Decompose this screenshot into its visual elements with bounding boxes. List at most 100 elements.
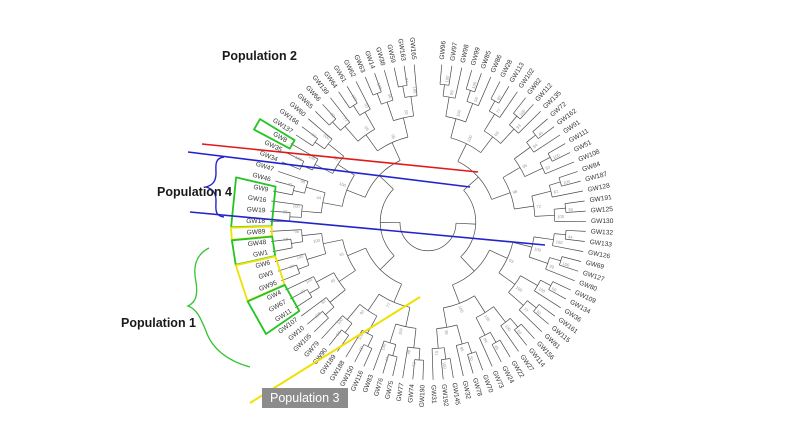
annotation-lines <box>186 143 546 404</box>
blue-line-upper <box>187 151 471 188</box>
taxon-label: GW84 <box>581 161 601 174</box>
population-2-label: Population 2 <box>222 49 297 63</box>
taxon-label: GW59 <box>385 44 396 64</box>
bootstrap-value: 100 <box>557 214 565 219</box>
bootstrap-value: 46 <box>387 93 393 100</box>
bootstrap-value: 77 <box>385 302 392 309</box>
taxon-label: GW19 <box>247 206 266 214</box>
bootstrap-value: 92 <box>535 309 542 316</box>
bootstrap-value: 38 <box>444 329 450 335</box>
bootstrap-value: 72 <box>287 182 293 188</box>
bootstrap-value: 100 <box>305 277 314 285</box>
bootstrap-value: 58 <box>333 155 340 162</box>
taxon-label: GW77 <box>396 382 406 402</box>
bootstrap-value: 58 <box>551 286 558 293</box>
bootstrap-value: 50 <box>403 109 409 115</box>
bootstrap-value: 99 <box>358 345 365 352</box>
bootstrap-value: 99 <box>549 263 556 269</box>
bootstrap-value: 100 <box>442 361 448 369</box>
bootstrap-value: 92 <box>359 308 366 315</box>
taxon-label: GW191 <box>589 194 612 204</box>
bootstrap-value: 69 <box>300 288 307 295</box>
taxon-label: GW125 <box>590 206 613 215</box>
bootstrap-value: 100 <box>563 178 572 185</box>
taxon-label: GW70 <box>481 374 494 394</box>
bootstrap-value: 93 <box>363 102 370 109</box>
taxon-label: GW145 <box>450 382 461 406</box>
bootstrap-value: 50 <box>545 164 552 171</box>
taxon-label: GW165 <box>408 37 417 60</box>
highlight-box <box>246 284 301 335</box>
bootstrap-value: 100 <box>376 82 383 91</box>
bootstrap-value: 100 <box>322 132 331 141</box>
bootstrap-value: 100 <box>504 324 513 333</box>
taxon-label: GW78 <box>471 377 483 397</box>
population-4-label: Population 4 <box>157 185 232 199</box>
bootstrap-value: 98 <box>300 178 306 184</box>
bootstrap-value: 100 <box>293 203 301 209</box>
population-3-badge: Population 3 <box>262 388 348 408</box>
taxon-label: GW96 <box>439 40 448 60</box>
bootstrap-value: 100 <box>336 316 345 325</box>
taxon-label: GW130 <box>591 218 614 225</box>
bootstrap-value: 100 <box>350 94 358 103</box>
bootstrap-value: 61 <box>553 188 559 194</box>
taxon-label: GW38 <box>374 47 386 67</box>
bootstrap-value: 100 <box>534 246 543 253</box>
bootstrap-value: 69 <box>493 130 500 137</box>
bootstrap-value: 93 <box>515 123 522 130</box>
bootstrap-value: 100 <box>518 108 527 117</box>
taxon-label: GW69 <box>585 260 605 272</box>
bootstrap-value: 100 <box>397 327 403 336</box>
bootstrap-value: 77 <box>342 116 349 123</box>
highlight-box <box>253 118 296 150</box>
yellow-line <box>249 296 421 404</box>
bootstrap-value: 44 <box>316 195 322 201</box>
bootstrap-value: 72 <box>411 361 416 367</box>
bootstrap-value: 84 <box>532 142 539 149</box>
bootstrap-value: 46 <box>329 277 336 284</box>
taxon-label: GW18 <box>246 218 265 225</box>
taxon-label: GW99 <box>470 46 482 66</box>
bootstrap-value: 100 <box>294 155 303 163</box>
bootstrap-value: 58 <box>335 330 342 337</box>
bootstrap-value: 84 <box>404 78 410 84</box>
bootstrap-value: 99 <box>311 132 318 139</box>
bootstrap-value: 95 <box>390 133 397 140</box>
taxon-label: GW163 <box>396 38 406 61</box>
taxon-label: GW83 <box>362 373 375 393</box>
population-1-brace <box>186 247 251 368</box>
bootstrap-value: 93 <box>320 298 327 305</box>
bootstrap-value: 100 <box>380 342 387 351</box>
population-1-label: Population 1 <box>121 316 196 330</box>
bootstrap-value: 100 <box>313 238 322 244</box>
taxon-label: GW6 <box>255 259 272 270</box>
bootstrap-value: 100 <box>338 181 347 188</box>
bootstrap-value: 58 <box>473 96 480 103</box>
bootstrap-value: 95 <box>521 162 528 169</box>
bootstrap-value: 44 <box>384 356 390 362</box>
bootstrap-value: 100 <box>412 86 418 94</box>
bootstrap-value: 100 <box>471 81 478 90</box>
bootstrap-value: 100 <box>357 332 365 341</box>
taxon-label: GW48 <box>247 239 267 248</box>
bootstrap-value: 100 <box>552 152 561 160</box>
bootstrap-value: 46 <box>493 344 500 351</box>
taxon-label: GW1 <box>253 249 269 259</box>
bootstrap-value: 100 <box>555 239 563 245</box>
bootstrap-value: 100 <box>308 154 317 162</box>
bootstrap-value: 100 <box>457 305 464 314</box>
bootstrap-value: 100 <box>483 314 491 323</box>
red-line <box>201 143 479 173</box>
bootstrap-value: 100 <box>538 286 547 294</box>
bootstrap-value: 98 <box>512 188 519 194</box>
bootstrap-value: 92 <box>496 94 503 101</box>
taxon-label: GW76 <box>373 377 385 397</box>
bootstrap-value: 50 <box>468 355 474 362</box>
bootstrap-value: 46 <box>537 130 544 137</box>
taxon-label: GW31 <box>429 385 437 404</box>
bootstrap-value: 95 <box>294 229 300 235</box>
taxon-label: GW126 <box>587 249 611 260</box>
